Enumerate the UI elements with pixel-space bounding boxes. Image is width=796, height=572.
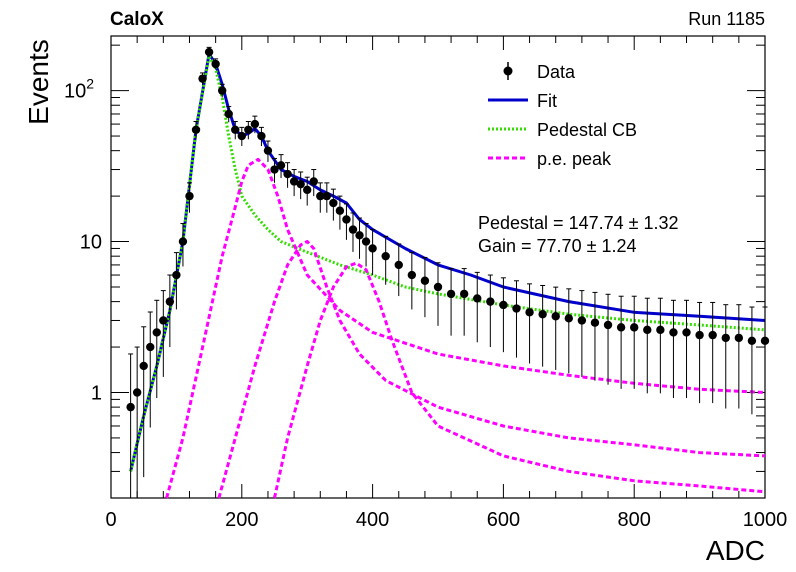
legend: Data Fit Pedestal CB p.e. peak bbox=[488, 62, 637, 169]
data-point bbox=[309, 177, 318, 186]
data-point bbox=[217, 86, 227, 95]
data-point bbox=[139, 361, 148, 371]
data-point bbox=[760, 336, 770, 346]
curve-p-e-peak-1 bbox=[165, 157, 766, 499]
data-point bbox=[146, 342, 155, 352]
data-point bbox=[257, 131, 266, 141]
data-point bbox=[152, 328, 161, 337]
legend-label: p.e. peak bbox=[537, 149, 612, 169]
data-point bbox=[159, 316, 168, 325]
legend-marker bbox=[503, 66, 513, 76]
data-point bbox=[165, 297, 175, 306]
data-point bbox=[590, 318, 600, 327]
data-point bbox=[734, 333, 744, 343]
x-tick-label: 200 bbox=[225, 509, 258, 531]
plot-area: 0 200 400 600 800 1000 1 10 102 bbox=[64, 35, 788, 531]
data-point bbox=[126, 402, 135, 412]
experiment-label: CaloX bbox=[110, 9, 164, 30]
data-point bbox=[551, 312, 560, 321]
data-point bbox=[630, 323, 639, 332]
data-point bbox=[198, 74, 207, 83]
legend-label: Fit bbox=[537, 91, 557, 111]
y-tick-label: 1 bbox=[91, 382, 102, 404]
data-point bbox=[237, 131, 246, 141]
data-point bbox=[342, 215, 351, 224]
data-point bbox=[473, 294, 482, 303]
data-point bbox=[656, 325, 665, 335]
data-point bbox=[708, 330, 717, 340]
data-point bbox=[276, 161, 286, 170]
data-point bbox=[185, 191, 194, 201]
fit-stat-gain: Gain = 77.70 ± 1.24 bbox=[478, 236, 637, 256]
data-point bbox=[361, 237, 371, 246]
data-point bbox=[747, 336, 757, 346]
y-axis-label: Events bbox=[23, 39, 54, 125]
fit-stat-pedestal: Pedestal = 147.74 ± 1.32 bbox=[478, 213, 679, 233]
data-point bbox=[669, 328, 678, 337]
x-tick-label: 1000 bbox=[743, 509, 788, 531]
data-point bbox=[603, 320, 613, 330]
data-point bbox=[695, 330, 704, 340]
x-tick-label: 0 bbox=[105, 509, 116, 531]
data-point bbox=[459, 289, 469, 299]
data-point bbox=[512, 304, 521, 313]
curve-p-e-peak-2 bbox=[217, 240, 766, 499]
data-point bbox=[721, 333, 730, 343]
curve-p-e-peak-3 bbox=[273, 261, 766, 499]
plot-frame bbox=[110, 35, 766, 499]
data-point bbox=[682, 328, 691, 337]
x-tick-label: 800 bbox=[618, 509, 651, 531]
data-point bbox=[211, 59, 220, 69]
y-tick-label: 10 bbox=[80, 232, 102, 254]
data-point bbox=[204, 47, 214, 57]
data-point bbox=[577, 316, 587, 325]
data-point bbox=[525, 308, 534, 317]
data-point bbox=[420, 276, 430, 285]
legend-label: Pedestal CB bbox=[537, 120, 637, 140]
data-point bbox=[289, 177, 299, 186]
data-point bbox=[283, 169, 292, 179]
data-point bbox=[263, 146, 273, 155]
data-point bbox=[132, 388, 142, 397]
data-point bbox=[381, 251, 390, 261]
data-point bbox=[433, 282, 443, 292]
data-point bbox=[303, 185, 312, 195]
data-point bbox=[564, 314, 573, 323]
data-point bbox=[407, 270, 417, 280]
data-point bbox=[270, 165, 279, 174]
data-point bbox=[368, 244, 377, 253]
data-point bbox=[224, 109, 233, 119]
data-point bbox=[394, 260, 403, 270]
data-point bbox=[538, 310, 547, 319]
data-point bbox=[244, 125, 253, 134]
data-point bbox=[446, 289, 456, 299]
data-point bbox=[329, 198, 338, 208]
data-point bbox=[191, 125, 201, 134]
run-label: Run 1185 bbox=[688, 9, 765, 29]
data-point bbox=[643, 325, 652, 335]
x-axis-label: ADC bbox=[706, 535, 765, 566]
data-point bbox=[250, 119, 260, 129]
data-point bbox=[178, 237, 188, 246]
data-point bbox=[296, 179, 305, 189]
legend-label: Data bbox=[537, 62, 576, 82]
data-point bbox=[172, 270, 181, 280]
data-point bbox=[322, 191, 332, 201]
x-tick-label: 600 bbox=[487, 509, 520, 531]
data-point bbox=[316, 191, 325, 201]
y-tick-label: 102 bbox=[64, 76, 94, 103]
data-point bbox=[355, 231, 364, 240]
data-point bbox=[616, 323, 626, 332]
data-points bbox=[126, 46, 770, 498]
x-tick-label: 400 bbox=[356, 509, 389, 531]
data-point bbox=[348, 225, 358, 234]
data-point bbox=[486, 297, 495, 306]
data-point bbox=[231, 125, 240, 134]
data-point bbox=[335, 206, 345, 215]
data-point bbox=[499, 300, 508, 310]
